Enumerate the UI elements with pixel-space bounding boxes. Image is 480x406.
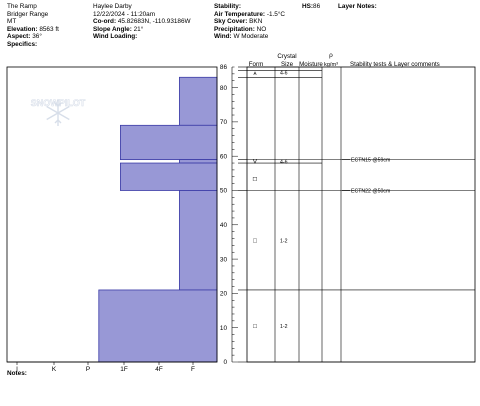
wind-value: W Moderate	[233, 33, 269, 41]
slope-row: Slope Angle: 21°	[93, 26, 191, 34]
grain-form-symbol: ⩓	[253, 69, 257, 76]
size-header: Size	[281, 61, 294, 68]
hs-label: HS:	[302, 3, 314, 10]
grain-size-value: 4-6	[280, 160, 288, 166]
depth-axis: 0 10 20 30 40 50 60 70 80 86	[220, 64, 238, 366]
grain-form-symbol: ◻	[252, 176, 257, 183]
coord-label: Co-ord:	[93, 18, 117, 26]
hardness-tick-label: K	[52, 366, 57, 373]
hardness-layer-4	[120, 124, 218, 161]
hardness-layer-5	[178, 159, 218, 164]
specifics-row: Specifics:	[7, 41, 59, 49]
hs-row: HS:86	[302, 3, 320, 11]
properties-frame	[246, 66, 476, 363]
notes-label: Notes:	[7, 370, 27, 377]
depth-tick-label: 20	[220, 291, 228, 298]
sky-cover-label: Sky Cover:	[214, 18, 248, 26]
elevation-row: Elevation: 8563 ft	[7, 26, 59, 34]
range-name: Bridger Range	[7, 10, 49, 18]
hardness-layer-8	[98, 289, 218, 363]
snowflake-icon	[46, 100, 70, 126]
state-name: MT	[7, 18, 17, 26]
hardness-layer-3	[178, 76, 218, 126]
slope-value: 21°	[133, 25, 144, 33]
hardness-layers	[98, 76, 218, 363]
hardness-tick-labels: I K P 1F 4F F	[16, 362, 195, 373]
depth-tick-label: 60	[220, 153, 228, 160]
aspect-label: Aspect:	[7, 33, 31, 41]
stability-row: Stability:	[214, 3, 285, 11]
precip-label: Precipitation:	[214, 25, 255, 33]
aspect-value: 36°	[32, 33, 42, 41]
crystal-header: Crystal	[277, 53, 296, 60]
hs-value: 86	[313, 3, 321, 10]
wind-label: Wind:	[214, 33, 232, 41]
stability-tests: ECTN15 @59cm ECTN22 @50cm	[342, 158, 390, 194]
stability-test-label: ECTN15 @59cm	[351, 158, 390, 164]
hardness-tick-label: 1F	[120, 366, 128, 373]
precip-row: Precipitation: NO	[214, 26, 285, 34]
location-name: The Ramp	[7, 3, 37, 10]
depth-tick-label: 80	[220, 85, 228, 92]
hardness-tick-label: F	[191, 366, 195, 373]
hardness-layer-6	[120, 162, 218, 191]
layer-notes-heading: Layer Notes:	[338, 3, 377, 11]
stability-header: Stability tests & Layer comments	[350, 61, 440, 68]
depth-tick-label: 50	[220, 188, 228, 195]
grain-form-symbol: V	[253, 159, 258, 166]
depth-tick-label: 0	[223, 359, 227, 366]
air-temp-row: Air Temperature: -1.5°C	[214, 11, 285, 19]
specifics-label: Specifics:	[7, 40, 38, 48]
grain-form-symbol: □	[253, 237, 257, 244]
stability-test-label: ECTN22 @50cm	[351, 188, 390, 194]
header-col3: Stability: Air Temperature: -1.5°C Sky C…	[214, 3, 285, 41]
density-unit-header: kg/m³	[324, 62, 338, 68]
depth-tick-label: 70	[220, 119, 228, 126]
coord-row: Co-ord: 45.82683N, -110.93186W	[93, 18, 191, 26]
elevation-value: 8563 ft	[39, 25, 59, 33]
grain-size-value: 1-2	[280, 324, 288, 330]
wind-loading-label: Wind Loading:	[93, 33, 138, 41]
grain-rows: ⩓ 4-6 V 4-6 ◻ □ 1-2 □ 1-2	[252, 69, 287, 330]
slope-label: Slope Angle:	[93, 25, 132, 33]
air-temp-label: Air Temperature:	[214, 10, 266, 18]
header-col2: Haylee Darby 12/22/2024 - 11:20am Co-ord…	[93, 3, 191, 41]
depth-tick-label: 30	[220, 256, 228, 263]
header-col1: The Ramp Bridger Range MT Elevation: 856…	[7, 3, 59, 49]
grain-size-value: 4-6	[280, 70, 288, 76]
wind-loading-row: Wind Loading:	[93, 33, 191, 41]
depth-tick-label: 40	[220, 222, 228, 229]
depth-tick-label: 10	[220, 325, 228, 332]
sky-cover-value: BKN	[249, 18, 263, 26]
observer-name: Haylee Darby	[93, 3, 132, 10]
precip-value: NO	[256, 25, 267, 33]
rho-header: ρ	[329, 52, 333, 59]
depth-tick-label: 86	[220, 64, 228, 71]
hardness-tick-label: I	[16, 366, 18, 373]
grain-form-symbol: □	[253, 323, 257, 330]
stability-label: Stability:	[214, 3, 241, 10]
snowpilot-watermark: SNOWPILOT	[30, 98, 86, 126]
hardness-tick-label: 4F	[155, 366, 163, 373]
coord-value: 45.82683N, -110.93186W	[117, 18, 191, 26]
observation-datetime: 12/22/2024 - 11:20am	[93, 10, 156, 18]
air-temp-value: -1.5°C	[266, 10, 285, 18]
elevation-label: Elevation:	[7, 25, 38, 33]
moisture-header: Moisture	[299, 61, 323, 68]
layer-boundaries	[238, 66, 475, 363]
sky-cover-row: Sky Cover: BKN	[214, 18, 285, 26]
layer-notes-label: Layer Notes:	[338, 3, 377, 10]
grain-size-value: 1-2	[280, 238, 288, 244]
hardness-layer-7	[178, 190, 218, 291]
hardness-tick-label: P	[86, 366, 90, 373]
wind-row: Wind: W Moderate	[214, 33, 285, 41]
aspect-row: Aspect: 36°	[7, 33, 59, 41]
form-header: Form	[249, 61, 263, 68]
